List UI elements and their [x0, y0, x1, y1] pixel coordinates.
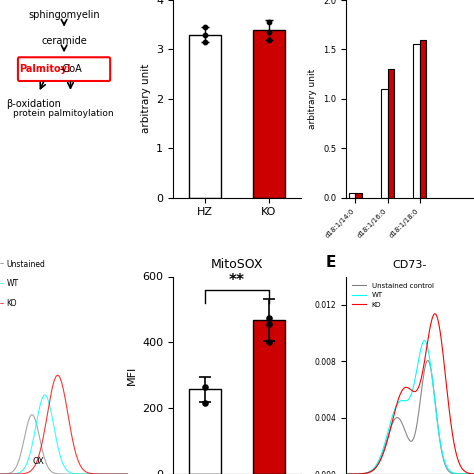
Text: E: E [325, 255, 336, 270]
Bar [419, 39, 426, 198]
Point [201, 400, 209, 407]
Point [201, 23, 209, 31]
Point [265, 320, 273, 328]
Text: sphingomyelin: sphingomyelin [28, 10, 100, 20]
Text: **: ** [229, 273, 245, 288]
Bar [388, 69, 394, 198]
Point [201, 383, 209, 391]
Y-axis label: MFI: MFI [127, 365, 137, 385]
Text: protein palmitoylation: protein palmitoylation [13, 109, 113, 118]
Text: –: – [0, 279, 4, 288]
Text: ceramide: ceramide [41, 36, 87, 46]
Title: MitoSOX: MitoSOX [211, 258, 263, 271]
Title: CD73-: CD73- [393, 260, 427, 270]
Point [201, 31, 209, 38]
Text: –: – [0, 299, 4, 308]
Point [265, 18, 273, 26]
Point [265, 36, 273, 43]
FancyBboxPatch shape [18, 57, 110, 81]
Bar [189, 389, 221, 474]
Y-axis label: arbitrary unit: arbitrary unit [141, 64, 151, 134]
Bar [253, 320, 285, 474]
Bar [381, 89, 388, 198]
Legend: Unstained control, WT, KO: Unstained control, WT, KO [349, 280, 437, 310]
Text: –: – [0, 260, 4, 269]
Point [265, 28, 273, 36]
Text: WT: WT [7, 279, 18, 288]
Bar [349, 192, 356, 198]
Point [201, 38, 209, 46]
Text: KO: KO [7, 299, 17, 308]
Text: -CoA: -CoA [59, 64, 82, 74]
Bar [253, 30, 285, 198]
Text: β-oxidation: β-oxidation [7, 99, 61, 109]
Point [265, 314, 273, 321]
Bar [413, 45, 419, 198]
Point [265, 338, 273, 346]
Text: Unstained: Unstained [7, 260, 46, 269]
Bar [356, 192, 362, 198]
Bar [189, 35, 221, 198]
Y-axis label: arbitrary unit: arbitrary unit [309, 69, 318, 129]
Text: OX: OX [33, 457, 45, 466]
Text: Palmitoyl: Palmitoyl [19, 64, 71, 74]
